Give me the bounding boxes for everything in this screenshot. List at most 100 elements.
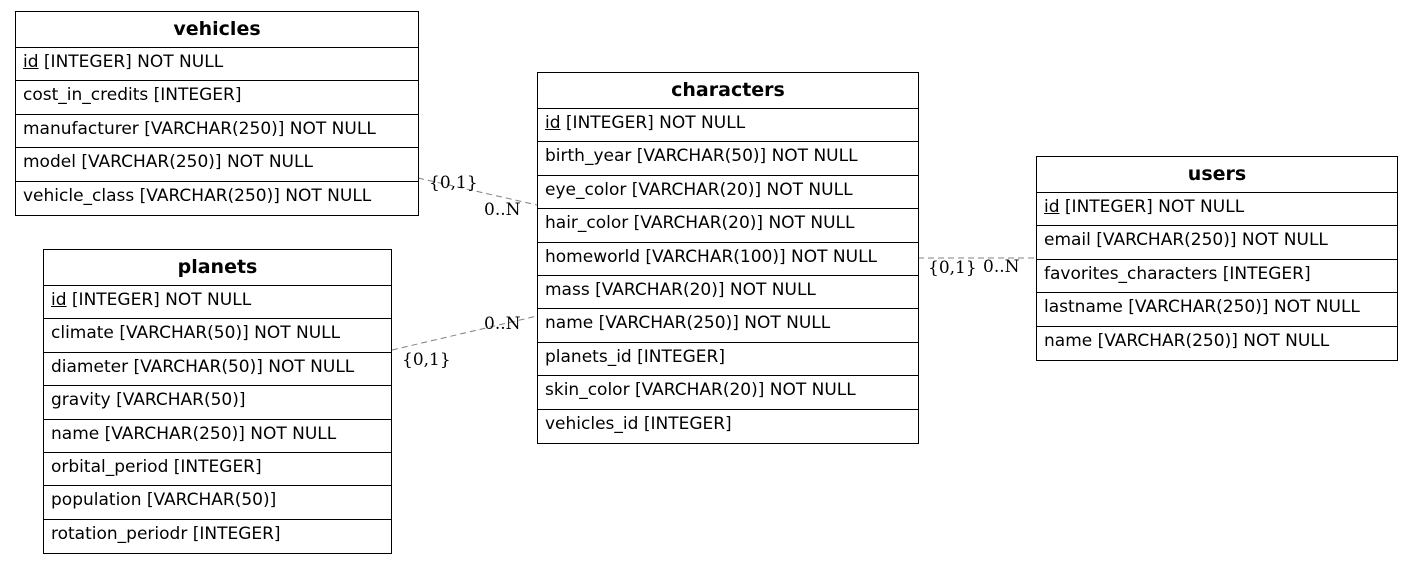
cardinality-characters-users-side: {0,1} — [928, 258, 977, 278]
field-name: eye_color — [545, 179, 627, 200]
field-name: vehicles_id — [545, 413, 639, 434]
field-name: population — [51, 490, 142, 511]
field-type: [VARCHAR(20)] NOT NULL — [633, 213, 855, 234]
field-name: cost_in_credits — [23, 85, 149, 106]
field-row-population[interactable]: population [VARCHAR(50)] — [44, 486, 391, 520]
field-row-model[interactable]: model [VARCHAR(250)] NOT NULL — [16, 148, 418, 182]
primary-key-name: id — [545, 113, 561, 133]
field-type: [INTEGER] — [192, 523, 281, 544]
field-type: [VARCHAR(20)] NOT NULL — [631, 179, 853, 200]
field-type: [VARCHAR(50)] NOT NULL — [119, 323, 341, 344]
field-name: rotation_periodr — [51, 523, 188, 544]
field-row-name[interactable]: name [VARCHAR(250)] NOT NULL — [1037, 327, 1397, 360]
field-row-cost-in-credits[interactable]: cost_in_credits [INTEGER] — [16, 81, 418, 115]
field-type: [VARCHAR(50)] NOT NULL — [636, 146, 858, 167]
field-type: [VARCHAR(250)] NOT NULL — [104, 423, 337, 444]
field-type: [VARCHAR(250)] NOT NULL — [81, 152, 313, 173]
primary-key-name: id — [23, 52, 39, 72]
table-planets[interactable]: planets id [INTEGER] NOT NULL climate [VA… — [43, 249, 392, 555]
table-title: planets — [44, 250, 391, 286]
field-row-name[interactable]: name [VARCHAR(250)] NOT NULL — [538, 309, 918, 343]
field-type: [VARCHAR(50)] NOT NULL — [133, 356, 355, 377]
field-row-gravity[interactable]: gravity [VARCHAR(50)] — [44, 386, 391, 420]
field-row-mass[interactable]: mass [VARCHAR(20)] NOT NULL — [538, 276, 918, 310]
field-row-id[interactable]: id [INTEGER] NOT NULL — [1037, 193, 1397, 227]
field-name: gravity — [51, 390, 111, 411]
table-characters[interactable]: characters id [INTEGER] NOT NULL birth_ye… — [537, 72, 919, 444]
field-name: favorites_characters — [1044, 263, 1218, 284]
edge-planets-characters — [391, 315, 538, 351]
field-type: [VARCHAR(250)] NOT NULL — [598, 313, 831, 334]
field-name: diameter — [51, 356, 129, 377]
table-title: users — [1037, 157, 1397, 193]
table-vehicles[interactable]: vehicles id [INTEGER] NOT NULL cost_in_cr… — [15, 11, 419, 216]
field-name: skin_color — [545, 380, 630, 401]
cardinality-vehicles-side: {0,1} — [429, 173, 478, 193]
field-name: email — [1044, 230, 1091, 251]
field-type: [INTEGER] — [637, 346, 725, 367]
field-row-diameter[interactable]: diameter [VARCHAR(50)] NOT NULL — [44, 353, 391, 387]
field-row-rotation-periodr[interactable]: rotation_periodr [INTEGER] — [44, 520, 391, 553]
primary-key-name: id — [51, 290, 67, 310]
field-name: name — [51, 423, 100, 444]
field-type: [VARCHAR(250)] NOT NULL — [1128, 297, 1360, 318]
field-row-planets-id[interactable]: planets_id [INTEGER] — [538, 343, 918, 377]
field-row-id[interactable]: id [INTEGER] NOT NULL — [538, 109, 918, 143]
field-type: [INTEGER] NOT NULL — [71, 290, 252, 310]
field-row-hair-color[interactable]: hair_color [VARCHAR(20)] NOT NULL — [538, 209, 918, 243]
field-row-orbital-period[interactable]: orbital_period [INTEGER] — [44, 453, 391, 487]
cardinality-users-side: 0..N — [983, 257, 1020, 277]
field-type: [INTEGER] — [643, 413, 732, 434]
cardinality-characters-planets-side: 0..N — [484, 314, 521, 334]
field-type: [INTEGER] NOT NULL — [1064, 197, 1245, 217]
field-type: [INTEGER] NOT NULL — [43, 52, 224, 72]
field-type: [VARCHAR(20)] NOT NULL — [595, 279, 816, 300]
field-name: planets_id — [545, 346, 632, 367]
field-name: name — [1044, 330, 1093, 351]
edge-vehicles-characters — [417, 177, 538, 206]
table-title: characters — [538, 73, 918, 109]
field-row-eye-color[interactable]: eye_color [VARCHAR(20)] NOT NULL — [538, 176, 918, 210]
cardinality-planets-side: {0,1} — [402, 350, 451, 370]
primary-key-name: id — [1044, 197, 1060, 217]
field-type: [INTEGER] — [153, 85, 242, 106]
field-name: vehicle_class — [23, 185, 135, 206]
field-row-name[interactable]: name [VARCHAR(250)] NOT NULL — [44, 420, 391, 453]
field-type: [INTEGER] — [1222, 263, 1311, 284]
table-title: vehicles — [16, 12, 418, 48]
field-name: homeworld — [545, 246, 641, 267]
field-type: [VARCHAR(50)] — [116, 390, 246, 411]
field-row-lastname[interactable]: lastname [VARCHAR(250)] NOT NULL — [1037, 293, 1397, 327]
field-row-birth-year[interactable]: birth_year [VARCHAR(50)] NOT NULL — [538, 142, 918, 176]
field-type: [INTEGER] NOT NULL — [565, 113, 746, 133]
cardinality-characters-vehicles-side: 0..N — [484, 200, 521, 220]
field-row-id[interactable]: id [INTEGER] NOT NULL — [16, 48, 418, 82]
field-type: [VARCHAR(250)] NOT NULL — [1097, 330, 1330, 351]
field-type: [VARCHAR(100)] NOT NULL — [645, 246, 878, 267]
field-row-vehicle-class[interactable]: vehicle_class [VARCHAR(250)] NOT NULL — [16, 182, 418, 215]
field-name: birth_year — [545, 146, 632, 167]
field-row-manufacturer[interactable]: manufacturer [VARCHAR(250)] NOT NULL — [16, 115, 418, 149]
field-row-email[interactable]: email [VARCHAR(250)] NOT NULL — [1037, 226, 1397, 260]
field-type: [INTEGER] — [173, 456, 262, 477]
field-row-homeworld[interactable]: homeworld [VARCHAR(100)] NOT NULL — [538, 243, 918, 276]
field-name: manufacturer — [23, 118, 139, 139]
field-name: model — [23, 152, 76, 173]
field-type: [VARCHAR(250)] NOT NULL — [144, 118, 376, 139]
field-row-vehicles-id[interactable]: vehicles_id [INTEGER] — [538, 410, 918, 443]
table-users[interactable]: users id [INTEGER] NOT NULL email [VARCHA… — [1036, 156, 1398, 361]
field-name: hair_color — [545, 213, 629, 234]
field-row-climate[interactable]: climate [VARCHAR(50)] NOT NULL — [44, 319, 391, 353]
field-row-favorites-characters[interactable]: favorites_characters [INTEGER] — [1037, 260, 1397, 294]
field-name: orbital_period — [51, 456, 169, 477]
field-row-id[interactable]: id [INTEGER] NOT NULL — [44, 286, 391, 320]
field-type: [VARCHAR(250)] NOT NULL — [1096, 230, 1328, 251]
field-name: lastname — [1044, 297, 1123, 318]
field-name: name — [545, 313, 594, 334]
field-name: mass — [545, 279, 590, 300]
field-type: [VARCHAR(250)] NOT NULL — [139, 185, 372, 206]
field-type: [VARCHAR(20)] NOT NULL — [634, 380, 856, 401]
field-row-skin-color[interactable]: skin_color [VARCHAR(20)] NOT NULL — [538, 376, 918, 410]
field-type: [VARCHAR(50)] — [146, 490, 277, 511]
